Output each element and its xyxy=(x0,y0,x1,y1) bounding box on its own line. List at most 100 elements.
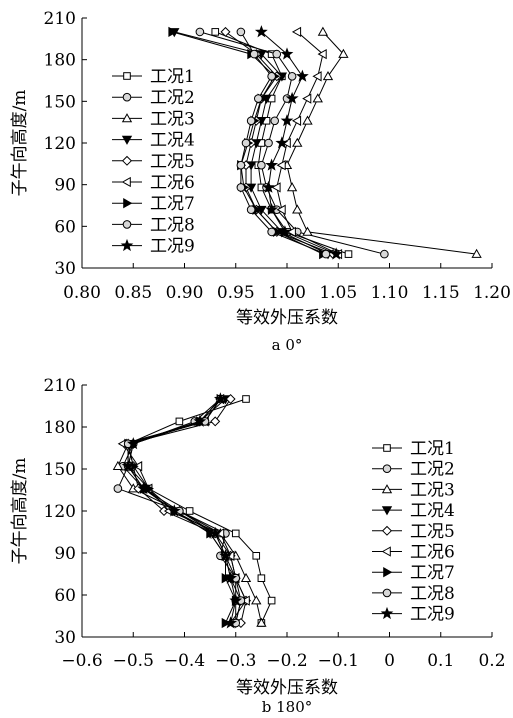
series-6 xyxy=(271,26,343,260)
data-point xyxy=(302,93,312,104)
legend-entry: 工况3 xyxy=(372,480,455,500)
legend-entry: 工况5 xyxy=(372,522,455,542)
data-point xyxy=(291,26,302,38)
legend-label: 工况1 xyxy=(150,67,195,87)
series-line xyxy=(127,398,273,624)
legend-entry: 工况6 xyxy=(372,543,455,563)
data-point xyxy=(322,70,334,81)
series-3 xyxy=(281,26,482,258)
legend-entry: 工况2 xyxy=(112,88,195,108)
legend-entry: 工况8 xyxy=(112,215,195,235)
data-point xyxy=(240,595,250,606)
legend-entry: 工况4 xyxy=(112,131,195,151)
data-point xyxy=(249,49,259,59)
data-point xyxy=(280,114,294,127)
legend-label: 工况8 xyxy=(150,215,195,235)
data-point xyxy=(224,571,238,584)
x-tick-label: −0.4 xyxy=(164,651,205,671)
x-tick-label: 0.85 xyxy=(114,283,152,303)
y-tick-label: 120 xyxy=(44,502,76,522)
series-line xyxy=(199,31,385,255)
legend-marker xyxy=(121,135,133,145)
data-point xyxy=(112,460,124,470)
legend-label: 工况2 xyxy=(410,460,455,480)
data-point xyxy=(219,549,232,562)
data-point xyxy=(267,227,276,237)
x-tick-label: 1.20 xyxy=(473,283,511,303)
legend-marker xyxy=(122,220,132,229)
data-point xyxy=(264,138,273,148)
data-point xyxy=(302,115,313,125)
data-point xyxy=(292,137,303,147)
x-tick-label: 1.15 xyxy=(422,283,460,303)
data-point xyxy=(344,250,353,258)
legend-label: 工况2 xyxy=(150,88,195,108)
legend-marker xyxy=(123,198,133,209)
x-tick-label: −0.3 xyxy=(215,651,256,671)
data-point xyxy=(236,183,246,192)
y-tick-label: 30 xyxy=(54,628,76,648)
series-9 xyxy=(254,25,343,260)
data-point xyxy=(225,393,236,405)
legend-marker xyxy=(382,464,392,474)
legend-marker xyxy=(120,238,134,252)
y-tick-label: 150 xyxy=(44,92,76,112)
x-axis-title: 等效外压系数 xyxy=(236,308,338,328)
data-point xyxy=(276,204,286,215)
chart-panel-b: −0.6 −0.5 −0.4 −0.3 −0.2 −0.1 0 0.1 0.2 30 60 90 120… xyxy=(10,376,506,716)
data-point xyxy=(338,48,349,58)
legend-label: 工况1 xyxy=(410,439,455,459)
data-point xyxy=(321,249,331,259)
legend-label: 工况4 xyxy=(150,131,195,151)
legend-marker xyxy=(121,155,133,166)
legend-entry: 工况2 xyxy=(372,460,455,480)
data-point xyxy=(256,617,267,627)
data-point xyxy=(276,160,286,171)
legend-label: 工况3 xyxy=(150,109,195,129)
data-point xyxy=(113,484,123,493)
data-point xyxy=(252,552,261,560)
x-tick-label: −0.5 xyxy=(113,651,154,671)
legend-label: 工况9 xyxy=(410,605,455,625)
x-tick-label: 0.2 xyxy=(478,651,505,671)
data-point xyxy=(231,529,240,538)
y-tick-label: 210 xyxy=(44,376,76,396)
legend-label: 工况9 xyxy=(150,237,195,257)
y-axis-title: 子午向高度/m xyxy=(10,90,30,197)
data-point xyxy=(265,158,279,171)
x-tick-label: −0.2 xyxy=(266,651,307,671)
data-point xyxy=(240,572,252,582)
data-point xyxy=(251,595,262,605)
data-point xyxy=(257,574,266,583)
y-axis-title: 子午向高度/m xyxy=(10,458,30,565)
data-point xyxy=(195,27,205,37)
legend-entry: 工况7 xyxy=(372,563,455,583)
y-tick-label: 180 xyxy=(44,51,76,71)
legend-label: 工况6 xyxy=(410,543,455,563)
data-point xyxy=(236,27,246,37)
legend-marker xyxy=(121,176,131,188)
data-point xyxy=(193,414,207,427)
y-tick-label: 60 xyxy=(54,586,76,606)
data-point xyxy=(271,182,281,193)
data-point xyxy=(278,225,292,238)
data-point xyxy=(292,204,303,214)
x-tick-label: 1.00 xyxy=(268,283,306,303)
data-point xyxy=(286,226,296,238)
x-tick-label: −0.6 xyxy=(61,651,102,671)
legend-marker xyxy=(382,588,392,598)
data-point xyxy=(236,160,246,170)
legend-label: 工况7 xyxy=(150,194,195,214)
legend-marker xyxy=(383,567,393,578)
legend-entry: 工况9 xyxy=(112,237,195,257)
data-point xyxy=(471,248,482,258)
x-tick-label: 0.90 xyxy=(166,283,204,303)
data-point xyxy=(329,247,343,260)
legend-entry: 工况4 xyxy=(372,501,455,521)
legend-entry: 工况3 xyxy=(112,109,195,129)
data-point xyxy=(287,72,297,81)
data-point xyxy=(295,69,309,82)
y-tick-label: 180 xyxy=(44,418,76,438)
